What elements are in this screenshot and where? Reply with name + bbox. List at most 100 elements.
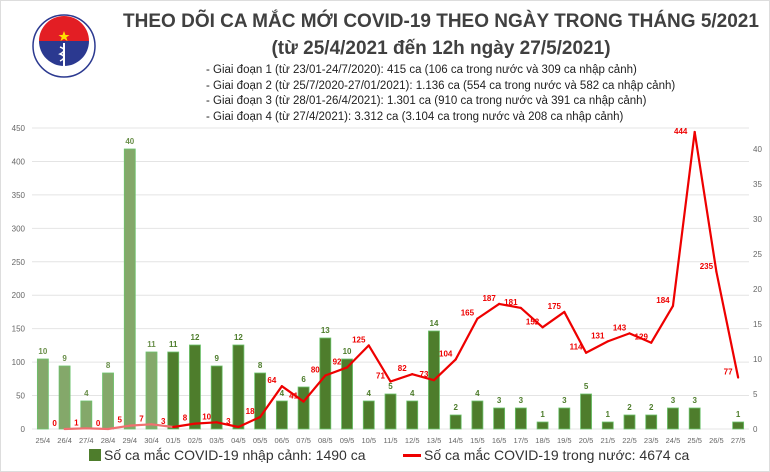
line-data-label: 181 (504, 298, 518, 307)
bar-imported (36, 358, 49, 430)
combo-chart: 0501001502002503003504004500510152025303… (12, 124, 763, 445)
x-axis-tick: 04/5 (231, 436, 246, 445)
line-segment-domestic (302, 374, 327, 403)
bar-data-label: 6 (301, 375, 306, 384)
bar-imported (319, 337, 332, 430)
bar-imported (210, 365, 223, 430)
right-axis-tick: 40 (753, 145, 762, 154)
x-axis-tick: 03/5 (209, 436, 224, 445)
bar-data-label: 14 (430, 319, 439, 328)
bar-imported (406, 400, 419, 430)
left-axis-tick: 50 (16, 392, 25, 401)
line-data-label: 64 (267, 376, 276, 385)
bar-data-label: 4 (410, 389, 415, 398)
bar-imported (189, 344, 201, 430)
line-data-label: 143 (613, 323, 627, 332)
bar-imported (667, 407, 679, 430)
line-segment-domestic (498, 302, 522, 310)
line-segment-domestic (215, 421, 240, 429)
x-axis-tick: 14/5 (448, 436, 463, 445)
bar-imported (275, 400, 288, 430)
phase-2: - Giai đoạn 2 (từ 25/7/2020-27/01/2021):… (206, 79, 676, 92)
bar-imported (167, 351, 180, 430)
line-segment-domestic (693, 130, 718, 273)
x-axis-tick: 29/4 (122, 436, 137, 445)
bar-data-label: 4 (84, 389, 89, 398)
line-segment-domestic (389, 373, 414, 383)
line-data-label: 444 (674, 127, 688, 136)
bar-data-label: 2 (649, 403, 654, 412)
bar-imported (58, 365, 71, 430)
left-axis-tick: 250 (12, 258, 26, 267)
legend-label-imported: Số ca mắc COVID-19 nhập cảnh: 1490 ca (104, 447, 366, 463)
phase-3: - Giai đoạn 3 (từ 28/01-26/4/2021): 1.30… (206, 95, 647, 107)
right-axis-tick: 15 (753, 320, 762, 329)
phase-summary: - Giai đoạn 1 (từ 23/01-24/7/2020): 415 … (206, 63, 675, 125)
left-axis-tick: 300 (12, 224, 26, 233)
left-axis-tick: 100 (12, 358, 26, 367)
line-segment-domestic (715, 270, 740, 379)
line-segment-domestic (606, 332, 631, 343)
x-axis-tick: 19/5 (557, 436, 572, 445)
line-segment-domestic (63, 427, 88, 431)
bar-data-label: 1 (606, 410, 611, 419)
x-axis-tick: 11/5 (383, 436, 397, 445)
bar-data-label: 3 (671, 396, 676, 405)
line-segment-domestic (172, 422, 197, 429)
right-axis-tick: 20 (753, 285, 762, 294)
bar-data-label: 13 (321, 326, 330, 335)
line-data-label: 41 (289, 392, 298, 401)
x-axis-tick: 24/5 (666, 436, 681, 445)
line-data-label: 8 (183, 414, 188, 423)
legend-swatch-line (403, 453, 421, 457)
line-data-label: 3 (161, 417, 166, 426)
x-axis-tick: 22/5 (622, 436, 637, 445)
x-axis-tick: 16/5 (492, 436, 507, 445)
bar-data-label: 3 (692, 396, 697, 405)
bar-data-label: 9 (214, 354, 219, 363)
line-segment-domestic (85, 427, 110, 431)
line-segment-domestic (454, 317, 479, 361)
bar-data-label: 3 (497, 396, 502, 405)
bar-data-label: 4 (475, 389, 480, 398)
bar-data-label: 1 (736, 410, 741, 419)
bar-imported (297, 386, 310, 430)
bar-data-label: 8 (258, 361, 263, 370)
x-axis-tick: 02/5 (188, 436, 203, 445)
left-axis-tick: 400 (12, 157, 26, 166)
ministry-of-health-logo (32, 14, 96, 78)
x-axis-tick: 28/4 (101, 436, 116, 445)
x-axis-tick: 26/4 (57, 436, 72, 445)
bar-data-label: 11 (169, 340, 178, 349)
x-axis-tick: 08/5 (318, 436, 333, 445)
bar-data-label: 5 (584, 382, 589, 391)
bar-imported (601, 421, 614, 430)
bar-imported (688, 407, 701, 430)
x-axis-tick: 21/5 (600, 436, 615, 445)
right-axis-tick: 25 (753, 250, 762, 259)
line-data-label: 0 (96, 419, 101, 428)
x-axis-tick: 01/5 (166, 436, 181, 445)
line-segment-domestic (432, 358, 457, 382)
line-segment-domestic (628, 332, 653, 344)
bar-imported (102, 372, 114, 430)
bar-imported (362, 400, 375, 430)
line-data-label: 165 (461, 309, 475, 318)
line-data-label: 10 (202, 412, 211, 421)
line-data-label: 82 (398, 364, 407, 373)
line-segment-domestic (150, 423, 175, 429)
line-data-label: 5 (118, 416, 123, 425)
line-segment-domestic (367, 344, 392, 383)
x-axis-tick: 05/5 (253, 436, 268, 445)
line-segment-domestic (128, 423, 153, 427)
x-axis-tick: 20/5 (579, 436, 594, 445)
bar-imported (232, 344, 245, 430)
bar-data-label: 4 (280, 389, 285, 398)
bar-data-label: 40 (125, 137, 134, 146)
bar-imported (732, 421, 745, 430)
line-data-label: 77 (724, 367, 733, 376)
line-data-label: 235 (700, 262, 714, 271)
x-axis-tick: 06/5 (275, 436, 290, 445)
x-axis-tick: 09/5 (340, 436, 355, 445)
